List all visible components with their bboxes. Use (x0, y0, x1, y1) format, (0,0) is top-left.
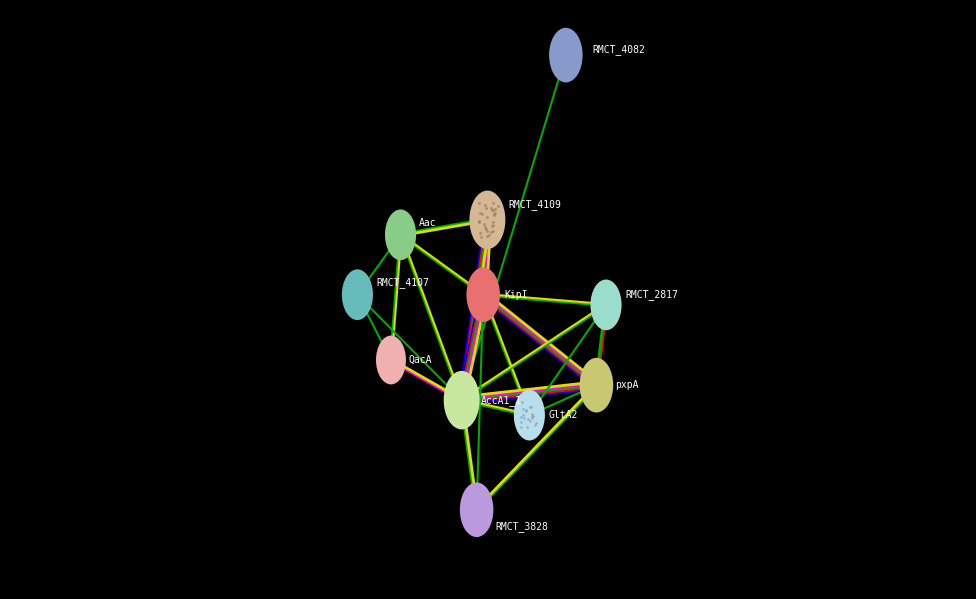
Text: QacA: QacA (409, 355, 432, 365)
Ellipse shape (469, 190, 506, 249)
Text: RMCT_2817: RMCT_2817 (626, 289, 678, 300)
Text: Aac: Aac (419, 218, 436, 228)
Ellipse shape (385, 210, 416, 260)
Text: RMCT_4109: RMCT_4109 (508, 199, 561, 210)
Ellipse shape (549, 28, 583, 83)
Ellipse shape (342, 270, 373, 320)
Ellipse shape (580, 358, 613, 413)
Ellipse shape (444, 371, 479, 429)
Text: KipI: KipI (505, 290, 528, 300)
Text: RMCT_4107: RMCT_4107 (377, 277, 429, 288)
Ellipse shape (513, 390, 545, 440)
Text: RMCT_3828: RMCT_3828 (496, 521, 549, 532)
Ellipse shape (590, 280, 622, 330)
Text: GltA2: GltA2 (549, 410, 578, 420)
Text: RMCT_4082: RMCT_4082 (592, 44, 646, 55)
Text: AccA1_1: AccA1_1 (481, 395, 522, 406)
Text: pxpA: pxpA (616, 380, 639, 390)
Ellipse shape (460, 482, 494, 537)
Ellipse shape (467, 267, 500, 322)
Ellipse shape (376, 335, 406, 385)
